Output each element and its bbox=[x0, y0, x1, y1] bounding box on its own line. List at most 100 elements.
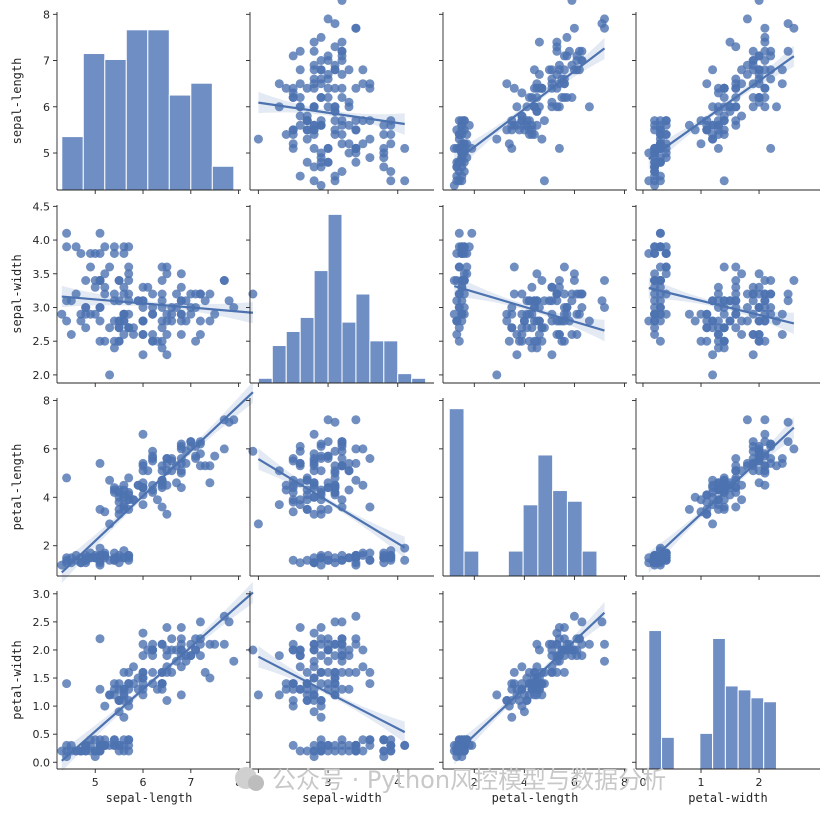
scatter-point bbox=[544, 639, 554, 649]
scatter-point bbox=[351, 746, 361, 756]
scatter-point bbox=[725, 316, 735, 326]
scatter-point bbox=[176, 439, 186, 449]
scatter-point bbox=[157, 276, 167, 285]
scatter-point bbox=[66, 330, 76, 339]
scatter-point bbox=[577, 617, 587, 627]
scatter-point bbox=[358, 65, 368, 75]
scatter-point bbox=[748, 330, 758, 339]
scatter-point bbox=[337, 51, 347, 61]
scatter-point bbox=[492, 370, 502, 380]
scatter-point bbox=[572, 289, 582, 299]
scatter-point bbox=[119, 712, 129, 722]
y-axis-label: sepal-width bbox=[10, 254, 24, 333]
hist-bar bbox=[397, 373, 413, 384]
scatter-point bbox=[316, 679, 326, 689]
scatter-point bbox=[337, 139, 347, 149]
scatter-point bbox=[574, 309, 584, 319]
scatter-point bbox=[584, 316, 594, 326]
scatter-point bbox=[655, 171, 665, 181]
scatter-point bbox=[337, 639, 347, 649]
scatter-point bbox=[162, 316, 172, 326]
scatter-point bbox=[449, 180, 459, 190]
watermark: 公众号 · Python风控模型与数据分析 bbox=[235, 766, 666, 794]
scatter-point bbox=[783, 19, 793, 29]
panel-petal-width-vs-petal-length: 2 4 6 8 petal-length bbox=[439, 591, 628, 805]
scatter-point bbox=[316, 162, 326, 172]
scatter-point bbox=[176, 330, 186, 339]
scatter-point bbox=[323, 415, 333, 425]
scatter-point bbox=[330, 130, 340, 139]
scatter-point bbox=[655, 303, 665, 312]
scatter-point bbox=[509, 262, 519, 272]
scatter-point bbox=[309, 176, 319, 186]
hist-bar bbox=[581, 550, 598, 577]
scatter-point bbox=[274, 690, 284, 700]
scatter-point bbox=[157, 323, 167, 333]
scatter-point bbox=[702, 309, 712, 319]
scatter-point bbox=[323, 478, 333, 488]
scatter-point bbox=[534, 69, 544, 79]
scatter-point bbox=[777, 65, 787, 75]
scatter-point bbox=[783, 437, 793, 447]
scatter-point bbox=[351, 125, 361, 135]
scatter-point bbox=[309, 645, 319, 655]
hist-bar bbox=[257, 377, 273, 384]
scatter-point bbox=[650, 560, 660, 570]
scatter-point bbox=[309, 746, 319, 756]
scatter-point bbox=[742, 289, 752, 299]
scatter-point bbox=[719, 343, 729, 353]
scatter-point bbox=[316, 56, 326, 65]
scatter-point bbox=[337, 656, 347, 666]
scatter-point bbox=[351, 444, 361, 454]
scatter-point bbox=[529, 316, 539, 326]
scatter-point bbox=[379, 735, 389, 745]
scatter-point bbox=[713, 88, 723, 98]
scatter-point bbox=[100, 242, 110, 252]
scatter-point bbox=[124, 276, 134, 285]
scatter-point bbox=[316, 148, 326, 158]
scatter-point bbox=[661, 269, 671, 279]
scatter-point bbox=[344, 458, 354, 468]
scatter-point bbox=[288, 507, 298, 517]
scatter-point bbox=[330, 639, 340, 649]
scatter-point bbox=[708, 65, 718, 75]
scatter-point bbox=[162, 454, 172, 463]
scatter-point bbox=[527, 282, 537, 292]
scatter-point bbox=[316, 634, 326, 644]
regression-line bbox=[648, 286, 795, 325]
hist-bar bbox=[190, 82, 213, 191]
scatter-point bbox=[783, 46, 793, 56]
scatter-point bbox=[597, 19, 607, 29]
scatter-point bbox=[119, 249, 129, 258]
panel-petal-length-vs-sepal-length: 2 4 6 8 petal-length bbox=[10, 381, 258, 584]
scatter-point bbox=[454, 303, 464, 312]
scatter-point bbox=[358, 735, 368, 745]
scatter-point bbox=[509, 289, 519, 299]
scatter-point bbox=[253, 690, 263, 700]
scatter-point bbox=[559, 289, 569, 299]
scatter-point bbox=[157, 289, 167, 299]
scatter-point bbox=[62, 316, 72, 326]
scatter-point bbox=[105, 262, 115, 272]
scatter-point bbox=[713, 289, 723, 299]
scatter-point bbox=[309, 46, 319, 56]
scatter-point bbox=[148, 330, 158, 339]
y-tick-label: 2.5 bbox=[33, 616, 51, 629]
scatter-point bbox=[167, 634, 177, 644]
scatter-point bbox=[323, 143, 333, 153]
scatter-point bbox=[708, 519, 718, 529]
scatter-point bbox=[365, 667, 375, 677]
scatter-point bbox=[708, 350, 718, 360]
scatter-point bbox=[309, 707, 319, 717]
scatter-point bbox=[95, 504, 105, 514]
scatter-point bbox=[365, 134, 375, 144]
x-tick-label: 0 bbox=[639, 776, 646, 789]
scatter-point bbox=[400, 176, 410, 186]
scatter-point bbox=[358, 645, 368, 655]
scatter-point bbox=[172, 478, 181, 488]
scatter-point bbox=[148, 454, 158, 463]
x-tick-label: 2 bbox=[756, 776, 763, 789]
scatter-point bbox=[148, 667, 158, 677]
scatter-point bbox=[205, 461, 215, 471]
scatter-point bbox=[81, 303, 91, 312]
